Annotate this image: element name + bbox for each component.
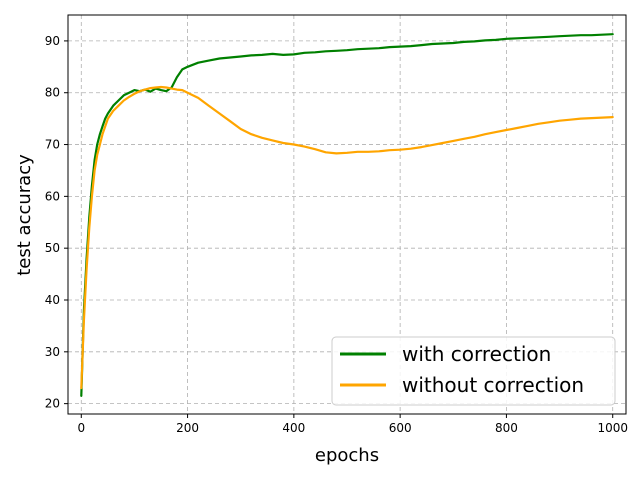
x-tick-label: 400 bbox=[282, 421, 305, 435]
x-tick-label: 1000 bbox=[597, 421, 628, 435]
y-axis: 20 30 40 50 60 70 80 90 bbox=[45, 34, 68, 411]
series-line-with-correction bbox=[80, 33, 614, 397]
legend-label-without-correction: without correction bbox=[402, 373, 584, 397]
y-tick-label: 70 bbox=[45, 138, 60, 152]
y-tick-label: 90 bbox=[45, 34, 60, 48]
y-tick-label: 50 bbox=[45, 241, 60, 255]
y-axis-label: test accuracy bbox=[14, 154, 35, 276]
x-tick-label: 0 bbox=[77, 421, 85, 435]
y-tick-label: 60 bbox=[45, 189, 60, 203]
plot-frame bbox=[67, 14, 627, 415]
y-tick-label: 30 bbox=[45, 345, 60, 359]
legend: with correction without correction bbox=[331, 336, 616, 406]
x-tick-label: 800 bbox=[495, 421, 518, 435]
y-tick-label: 40 bbox=[45, 293, 60, 307]
legend-label-with-correction: with correction bbox=[402, 342, 551, 366]
series-line-without-correction bbox=[80, 85, 614, 390]
series-layer bbox=[80, 33, 614, 397]
y-tick-label: 20 bbox=[45, 397, 60, 411]
x-tick-label: 200 bbox=[176, 421, 199, 435]
legend-box bbox=[331, 336, 616, 406]
y-tick-label: 80 bbox=[45, 86, 60, 100]
x-axis: 0 200 400 600 800 1000 bbox=[77, 414, 628, 435]
x-axis-label: epochs bbox=[315, 445, 379, 466]
x-tick-label: 600 bbox=[389, 421, 412, 435]
